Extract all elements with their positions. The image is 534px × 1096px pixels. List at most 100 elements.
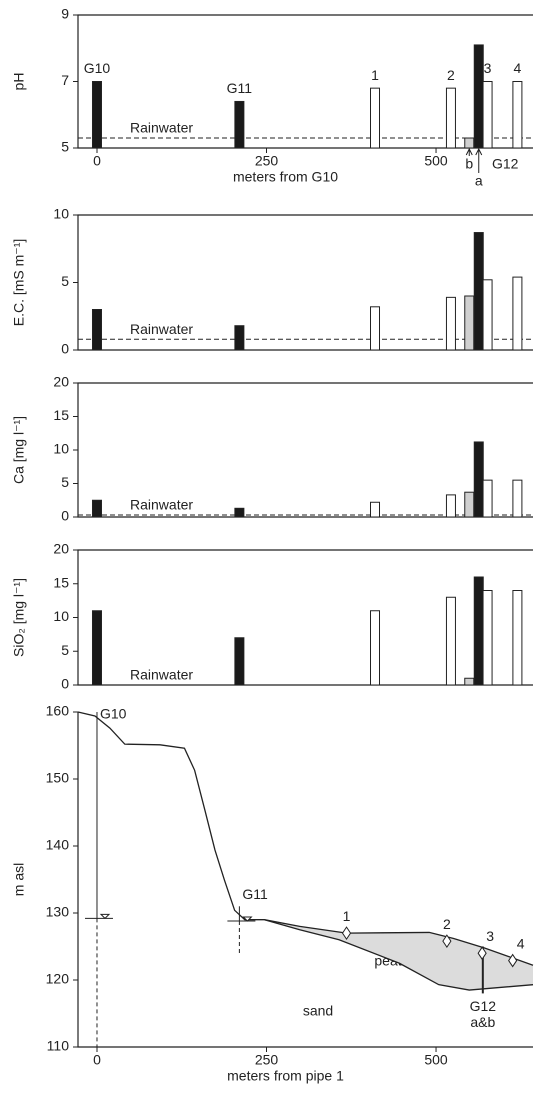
bar [445, 596, 456, 686]
y-axis-label: Ca [mg l⁻¹] [11, 416, 27, 484]
bar [234, 325, 245, 351]
y-tick-label: 5 [61, 139, 69, 155]
bar [464, 677, 475, 686]
y-tick-label: 150 [46, 770, 70, 786]
bar [234, 100, 245, 149]
bar [234, 507, 245, 518]
y-tick-label: 5 [61, 273, 69, 289]
peat-base-line [264, 919, 534, 991]
axis-frame [77, 549, 533, 686]
well-label: G12 [470, 998, 497, 1014]
y-tick-label: 0 [61, 508, 69, 524]
rainwater-label: Rainwater [130, 497, 193, 513]
rainwater-label: Rainwater [130, 321, 193, 337]
group-label: G12 [492, 156, 519, 172]
piezometer [341, 926, 352, 941]
y-tick-label: 110 [47, 1038, 70, 1054]
pointer-arrow [475, 147, 483, 173]
bar [91, 499, 102, 518]
bar [370, 87, 381, 149]
below-label: b [465, 156, 473, 172]
pointer-arrow [465, 147, 473, 156]
y-tick-label: 10 [53, 206, 69, 222]
y-tick-label: 0 [61, 676, 69, 692]
piezometer [442, 934, 452, 949]
bar [445, 296, 456, 351]
y-tick-label: 7 [61, 72, 69, 88]
x-tick-label: 500 [424, 1052, 448, 1068]
x-axis-label: meters from pipe 1 [227, 1068, 344, 1084]
water-marker [99, 913, 111, 920]
bar [370, 501, 381, 518]
y-tick-label: 160 [46, 703, 70, 719]
bar [370, 610, 381, 686]
x-axis-label: meters from G10 [233, 169, 338, 185]
bar [473, 232, 484, 351]
bar [464, 295, 475, 351]
piezometer [477, 946, 487, 961]
bar [473, 441, 484, 518]
y-tick-label: 10 [53, 608, 69, 624]
bar-label: G11 [227, 80, 253, 96]
bar [445, 87, 456, 149]
x-tick-label: 250 [255, 1052, 279, 1068]
bar [234, 637, 245, 686]
y-tick-label: 9 [61, 6, 69, 22]
y-axis-label: SiO₂ [mg l⁻¹] [11, 578, 27, 657]
bar [482, 81, 493, 149]
water-marker [242, 916, 253, 922]
well-label: G11 [242, 886, 268, 902]
x-tick-label: 250 [255, 153, 279, 169]
bar [370, 306, 381, 351]
y-tick-label: 15 [53, 574, 69, 590]
bar [91, 81, 102, 149]
bar-label: 1 [371, 67, 379, 83]
bar-label: 2 [447, 67, 455, 83]
bar [482, 590, 493, 686]
below-label: a [475, 173, 483, 189]
x-tick-label: 0 [93, 153, 101, 169]
bar-label: 3 [484, 60, 492, 76]
y-axis-label: pH [11, 73, 27, 91]
surface-line [77, 711, 534, 966]
x-tick-label: 500 [424, 153, 448, 169]
piezometer-label: 3 [486, 928, 494, 944]
bar [91, 610, 102, 686]
bar [473, 44, 484, 149]
bar [512, 479, 523, 518]
rainwater-label: Rainwater [130, 667, 193, 683]
y-tick-label: 130 [46, 904, 70, 920]
y-tick-label: 20 [53, 541, 69, 557]
bar [464, 491, 475, 518]
y-tick-label: 0 [61, 341, 69, 357]
x-tick-label: 0 [93, 1052, 101, 1068]
axis-frame [77, 712, 533, 1048]
bar-label: G10 [84, 60, 111, 76]
y-tick-label: 10 [53, 441, 69, 457]
y-tick-label: 5 [61, 642, 69, 658]
bar [91, 309, 102, 351]
piezometer [508, 953, 518, 968]
piezometer-label: 4 [517, 935, 525, 951]
bar [512, 81, 523, 149]
rainwater-label: Rainwater [130, 120, 193, 136]
bar [482, 279, 493, 351]
bar [445, 494, 456, 518]
bar [512, 276, 523, 351]
well-label: a&b [470, 1014, 495, 1030]
bar [482, 479, 493, 518]
well-label: G10 [100, 706, 127, 722]
bar [512, 590, 523, 686]
y-tick-label: 5 [61, 474, 69, 490]
y-axis-label: m asl [11, 863, 27, 896]
y-axis-label: E.C. [mS m⁻¹] [11, 239, 27, 327]
bar [464, 137, 475, 149]
bar-label: 4 [514, 60, 522, 76]
y-tick-label: 120 [46, 971, 70, 987]
bar [473, 576, 484, 686]
piezometer-label: 2 [443, 916, 451, 932]
piezometer-label: 1 [343, 908, 351, 924]
sand-label: sand [303, 1003, 333, 1019]
y-tick-label: 15 [53, 407, 69, 423]
